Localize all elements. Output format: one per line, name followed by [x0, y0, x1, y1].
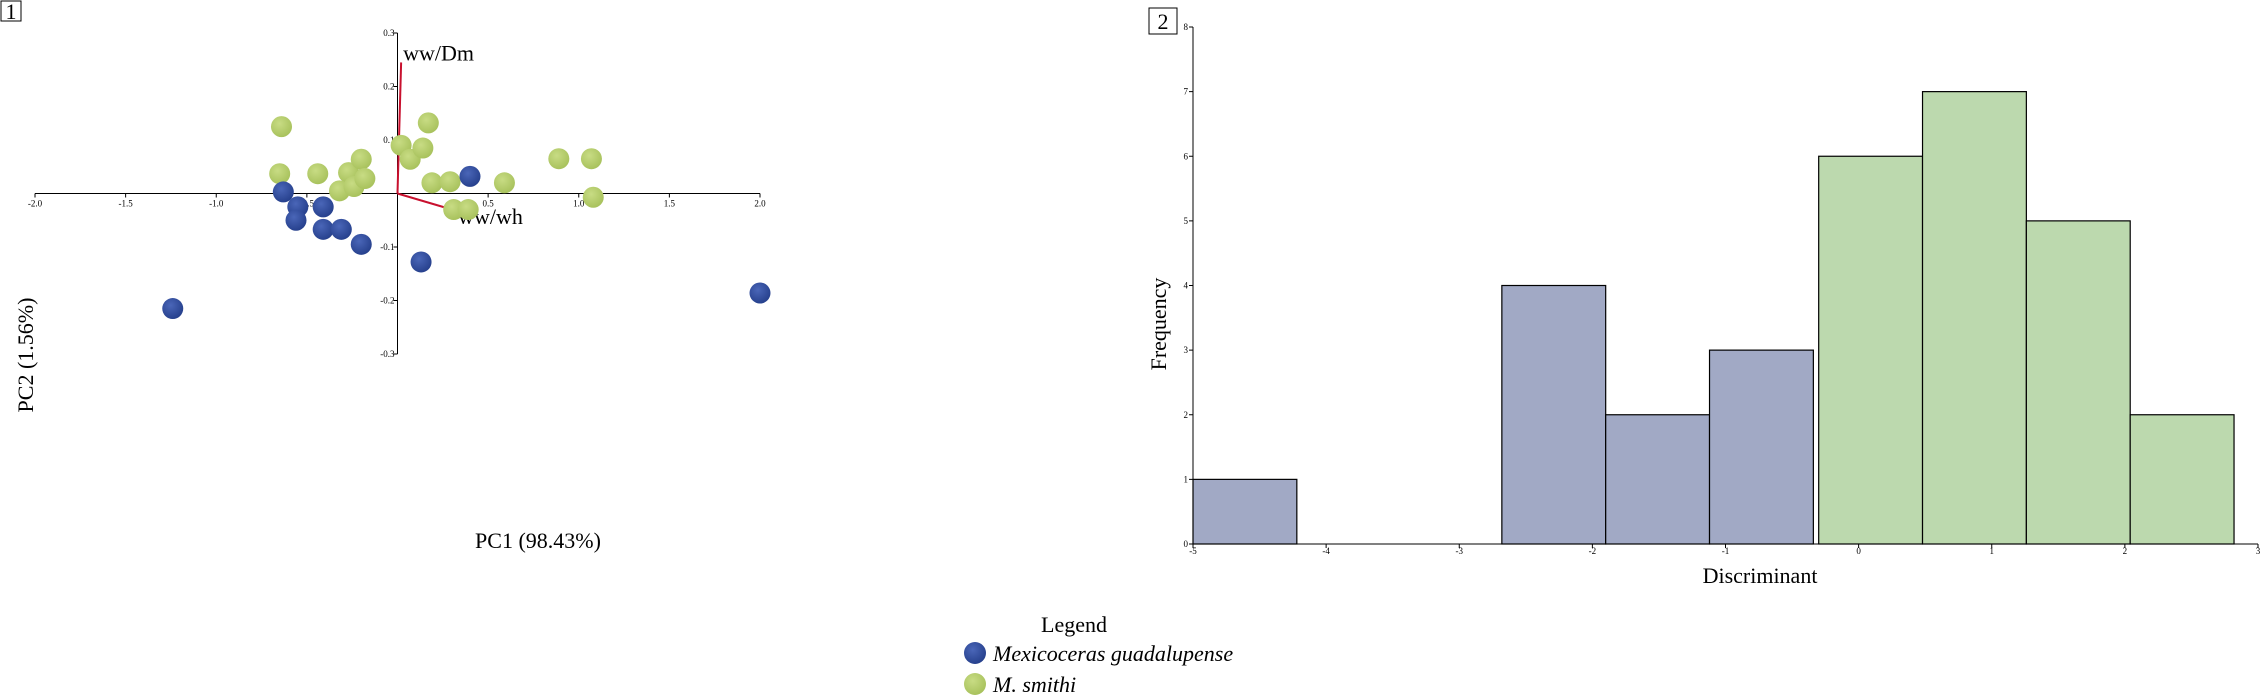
- legend: Legend Mexicoceras guadalupense M. smith…: [964, 612, 1233, 695]
- histogram-bar-mexicoceras-guadalupense: [1192, 478, 1298, 545]
- pca-y-axis-title: PC2 (1.56%): [13, 298, 38, 413]
- histogram-y-axis-title: Frequency: [1146, 278, 1171, 371]
- pca-point-mexicoceras-guadalupense: [410, 251, 432, 273]
- panel-2-number-box: [1148, 7, 1178, 35]
- pca-x-tick-label: 1.5: [664, 199, 676, 209]
- pca-point-m-smithi: [421, 172, 443, 194]
- histogram-bar-mexicoceras-guadalupense: [1605, 414, 1711, 545]
- pca-point-m-smithi: [417, 112, 439, 134]
- pca-vector-label-ww-dm: ww/Dm: [403, 40, 474, 65]
- pca-y-tick-label: 0.3: [383, 28, 395, 38]
- pca-x-tick-label: 0.5: [483, 199, 495, 209]
- histogram-y-tick-label: 1: [1184, 474, 1189, 484]
- histogram-bar-m-smithi: [1921, 91, 2027, 545]
- pca-x-tick-label: 2.0: [754, 199, 766, 209]
- histogram-bar-m-smithi: [2129, 414, 2235, 545]
- panel-2-number: 2: [1158, 9, 1169, 34]
- pca-vector-ww-dm: [396, 62, 403, 194]
- pca-x-axis-title: PC1 (98.43%): [475, 528, 601, 553]
- histogram-x-tick-label: -5: [1189, 546, 1197, 556]
- pca-point-mexicoceras-guadalupense: [272, 181, 294, 203]
- histogram-y-tick-label: 8: [1184, 22, 1189, 32]
- pca-points: [162, 112, 771, 320]
- pca-point-m-smithi: [493, 172, 515, 194]
- pca-x-tick-label: -2.0: [28, 199, 43, 209]
- pca-point-mexicoceras-guadalupense: [350, 233, 372, 255]
- pca-point-m-smithi: [354, 168, 376, 190]
- histogram-bar-m-smithi: [2025, 220, 2131, 545]
- pca-point-mexicoceras-guadalupense: [330, 218, 352, 240]
- histogram-bar-mexicoceras-guadalupense: [1708, 349, 1814, 545]
- pca-y-tick-label: -0.3: [380, 349, 395, 359]
- pca-point-m-smithi: [580, 148, 602, 170]
- pca-point-mexicoceras-guadalupense: [162, 298, 184, 320]
- pca-point-m-smithi: [582, 186, 604, 208]
- histogram-x-tick-label: 3: [2256, 546, 2261, 556]
- histogram-y-tick-label: 5: [1184, 216, 1189, 226]
- pca-point-mexicoceras-guadalupense: [312, 196, 334, 218]
- panel-1-number-box: [0, 0, 22, 22]
- pca-y-tick-label: -0.2: [380, 296, 394, 306]
- histogram-y-tick-label: 4: [1184, 281, 1189, 291]
- histogram-y-tick-label: 3: [1184, 345, 1189, 355]
- pca-point-m-smithi: [457, 199, 479, 221]
- pca-panel: 1 -2.0-1.5-1.0-0.50.51.01.52.00.30.20.1-…: [0, 0, 771, 553]
- histogram-panel: 2 -5 -4 -3 -2 -1 0 1 2 3 0 1 2 3 4 5 6 7 8 Discriminant F…: [1146, 7, 2261, 588]
- histogram-y-tick-label: 7: [1184, 87, 1189, 97]
- pca-point-m-smithi: [271, 116, 292, 138]
- histogram-y-tick-label: 2: [1184, 410, 1189, 420]
- pca-point-m-smithi: [350, 148, 372, 170]
- histogram-x-tick-label: 1: [1990, 546, 1995, 556]
- pca-point-m-smithi: [443, 199, 465, 221]
- pca-y-tick-label: 0.1: [383, 135, 394, 145]
- pca-x-tick-label: -1.5: [119, 199, 134, 209]
- histogram-bar-mexicoceras-guadalupense: [1501, 284, 1607, 545]
- pca-y-tick-label: -0.1: [380, 242, 394, 252]
- histogram-axes: -5 -4 -3 -2 -1 0 1 2 3 0 1 2 3 4 5 6 7 8: [1184, 22, 2261, 556]
- histogram-bars: [1192, 91, 2235, 545]
- pca-vector-ww-wh: [397, 192, 451, 210]
- pca-x-tick-label: 1.0: [573, 199, 585, 209]
- legend-label-m-smithi: M. smithi: [992, 672, 1076, 695]
- histogram-x-tick-label: 2: [2123, 546, 2128, 556]
- histogram-y-tick-label: 0: [1184, 539, 1189, 549]
- histogram-x-tick-label: -1: [1722, 546, 1730, 556]
- histogram-y-tick-label: 6: [1184, 151, 1189, 161]
- pca-point-mexicoceras-guadalupense: [749, 282, 771, 304]
- pca-point-mexicoceras-guadalupense: [312, 218, 334, 240]
- legend-swatch-mexicoceras-guadalupense: [964, 642, 986, 664]
- pca-point-m-smithi: [548, 148, 570, 170]
- histogram-x-tick-label: -2: [1589, 546, 1597, 556]
- pca-point-m-smithi: [307, 163, 329, 185]
- histogram-x-tick-label: -3: [1456, 546, 1464, 556]
- pca-point-mexicoceras-guadalupense: [285, 209, 307, 231]
- pca-y-tick-label: 0.2: [383, 82, 394, 92]
- pca-x-tick-label: -1.0: [209, 199, 224, 209]
- pca-axes: -2.0-1.5-1.0-0.50.51.01.52.00.30.20.1-0.…: [28, 28, 766, 359]
- panel-1-number: 1: [6, 0, 17, 24]
- histogram-bar-m-smithi: [1818, 155, 1924, 545]
- histogram-x-axis-title: Discriminant: [1703, 563, 1818, 588]
- legend-title: Legend: [1041, 612, 1107, 637]
- legend-swatch-m-smithi: [964, 673, 986, 695]
- histogram-x-tick-label: 0: [1856, 546, 1861, 556]
- pca-point-m-smithi: [269, 163, 291, 185]
- pca-point-mexicoceras-guadalupense: [459, 165, 481, 187]
- pca-point-m-smithi: [412, 137, 434, 159]
- legend-label-mexicoceras-guadalupense: Mexicoceras guadalupense: [992, 641, 1233, 666]
- pca-point-m-smithi: [439, 171, 461, 193]
- histogram-x-tick-label: -4: [1322, 546, 1330, 556]
